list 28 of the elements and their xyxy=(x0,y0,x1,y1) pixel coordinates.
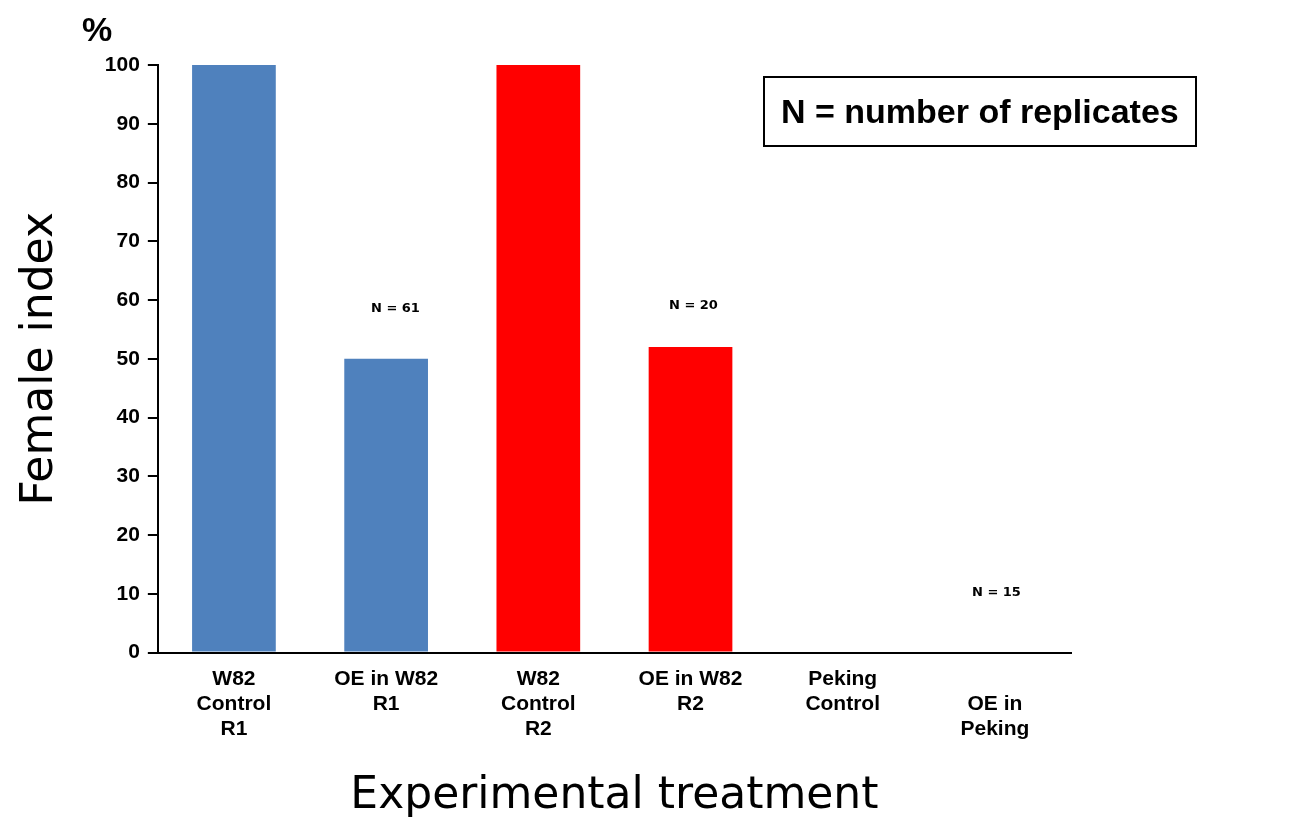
y-tick-label: 0 xyxy=(128,639,140,663)
y-tick-label: 30 xyxy=(116,463,140,487)
y-axis-title: Female index xyxy=(10,212,62,506)
y-tick-label: 10 xyxy=(116,580,140,604)
bar xyxy=(344,358,428,652)
y-tick-label: 90 xyxy=(116,110,140,134)
annotation: N = 15 xyxy=(972,584,1021,599)
x-tick-label: W82 Control R2 xyxy=(500,666,576,740)
text: % xyxy=(82,10,113,49)
y-tick-label: 50 xyxy=(116,345,140,369)
x-tick-label: OE in W82 R1 xyxy=(334,666,439,715)
annotation: N = 20 xyxy=(669,297,718,312)
x-axis-title: Experimental treatment xyxy=(350,767,879,819)
x-tick-label: Peking Control xyxy=(805,666,881,715)
x-tick-label: OE in Peking xyxy=(960,691,1030,740)
bar xyxy=(192,65,276,652)
y-tick-label: 40 xyxy=(116,404,140,428)
y-tick-label: 60 xyxy=(116,286,140,310)
annotation: N = 61 xyxy=(371,300,420,315)
y-tick-label: 100 xyxy=(104,51,140,75)
y-tick-label: 20 xyxy=(116,521,140,545)
bar xyxy=(496,65,581,652)
annotation: N = number of replicates xyxy=(763,76,1197,147)
x-tick-label: OE in W82 R2 xyxy=(638,666,743,715)
x-tick-label: W82 Control R1 xyxy=(196,666,272,740)
y-tick-label: 80 xyxy=(116,169,140,193)
bar xyxy=(648,347,733,652)
y-tick-label: 70 xyxy=(116,228,140,252)
